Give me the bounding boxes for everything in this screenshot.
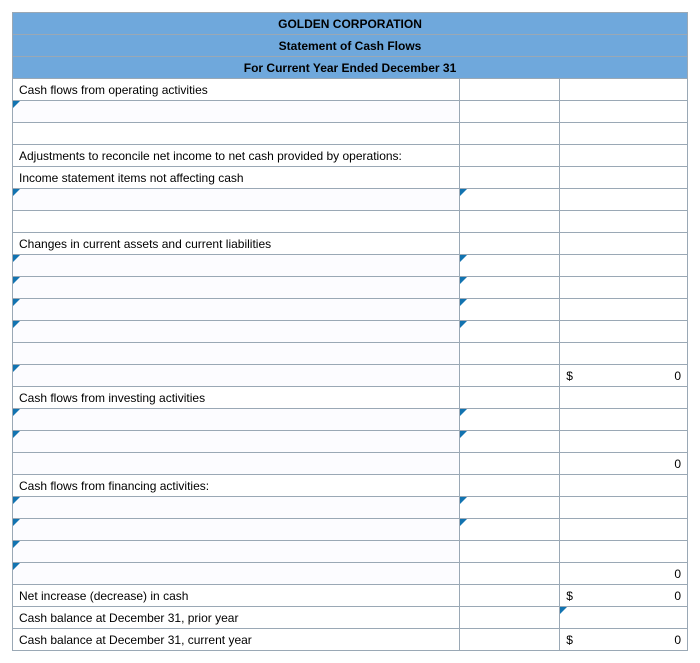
dropdown-flag-icon [460,299,467,306]
cell-blank [460,453,560,475]
cell-blank [560,475,688,497]
dropdown-flag-icon [13,519,20,526]
adjustments-heading: Adjustments to reconcile net income to n… [13,145,460,167]
cell-blank [560,519,688,541]
cell-blank [560,299,688,321]
financing-total: 0 [560,563,688,585]
operating-input-1[interactable] [13,101,460,123]
statement-title: Statement of Cash Flows [13,35,688,57]
dropdown-flag-icon [13,431,20,438]
dropdown-flag-icon [13,299,20,306]
dropdown-flag-icon [460,431,467,438]
cell-blank [460,629,560,651]
investing-input-2[interactable] [13,431,460,453]
amount-input[interactable] [460,343,560,365]
amount-input[interactable] [460,321,560,343]
amount-input[interactable] [460,277,560,299]
cell-blank [460,167,560,189]
cell-blank [460,233,560,255]
dropdown-flag-icon [13,321,20,328]
investing-heading: Cash flows from investing activities [13,387,460,409]
dropdown-flag-icon [460,189,467,196]
cell-blank [560,497,688,519]
amount-input[interactable] [460,101,560,123]
current-year-label: Cash balance at December 31, current yea… [13,629,460,651]
cash-flow-statement: GOLDEN CORPORATION Statement of Cash Flo… [12,12,688,651]
dropdown-flag-icon [13,541,20,548]
dropdown-flag-icon [13,255,20,262]
cell-blank [460,79,560,101]
current-year-value: $0 [560,629,688,651]
amount-input[interactable] [460,519,560,541]
statement-period: For Current Year Ended December 31 [13,57,688,79]
change-input-3[interactable] [13,299,460,321]
operating-heading: Cash flows from operating activities [13,79,460,101]
amount-input[interactable] [460,255,560,277]
cell-blank [560,167,688,189]
amount-input[interactable] [460,189,560,211]
cell-blank [560,79,688,101]
dropdown-flag-icon [560,607,567,614]
investing-total: 0 [560,453,688,475]
change-input-2[interactable] [13,277,460,299]
dropdown-flag-icon [460,321,467,328]
cell-blank [560,431,688,453]
cell-blank [460,607,560,629]
cell-blank [560,101,688,123]
dropdown-flag-icon [460,409,467,416]
dropdown-flag-icon [460,277,467,284]
dropdown-flag-icon [13,189,20,196]
change-total-label[interactable] [13,343,460,365]
investing-input-1[interactable] [13,409,460,431]
amount-input[interactable] [460,497,560,519]
amount-input[interactable] [460,409,560,431]
cell-blank [560,409,688,431]
cell-blank [560,189,688,211]
operating-net-label[interactable] [13,365,460,387]
cell-blank [560,145,688,167]
dropdown-flag-icon [460,519,467,526]
dropdown-flag-icon [460,255,467,262]
changes-heading: Changes in current assets and current li… [13,233,460,255]
company-name: GOLDEN CORPORATION [13,13,688,35]
dropdown-flag-icon [13,409,20,416]
investing-net-label[interactable] [13,453,460,475]
financing-heading: Cash flows from financing activities: [13,475,460,497]
amount-input[interactable] [460,431,560,453]
cell-blank [460,585,560,607]
change-input-1[interactable] [13,255,460,277]
cell-blank [560,277,688,299]
income-item-input-1[interactable] [13,189,460,211]
dropdown-flag-icon [13,563,20,570]
cell-blank [460,475,560,497]
financing-input-2[interactable] [13,519,460,541]
dropdown-flag-icon [13,277,20,284]
cell-blank [460,365,560,387]
cell-blank [460,145,560,167]
cell-blank [560,387,688,409]
income-items-heading: Income statement items not affecting cas… [13,167,460,189]
operating-total: $0 [560,365,688,387]
cell-blank [460,563,560,585]
dropdown-flag-icon [13,497,20,504]
cell-blank [560,541,688,563]
dropdown-flag-icon [460,497,467,504]
financing-net-label[interactable] [13,563,460,585]
amount-input[interactable] [460,541,560,563]
dropdown-flag-icon [13,365,20,372]
amount-input[interactable] [460,299,560,321]
financing-input-1[interactable] [13,497,460,519]
cell-blank [560,321,688,343]
cell-blank [560,343,688,365]
net-increase-value: $0 [560,585,688,607]
prior-year-input[interactable] [560,607,688,629]
dropdown-flag-icon [13,101,20,108]
change-input-4[interactable] [13,321,460,343]
cell-blank [560,255,688,277]
cell-blank [560,233,688,255]
financing-input-3[interactable] [13,541,460,563]
cell-blank [460,387,560,409]
net-increase-label: Net increase (decrease) in cash [13,585,460,607]
prior-year-label: Cash balance at December 31, prior year [13,607,460,629]
